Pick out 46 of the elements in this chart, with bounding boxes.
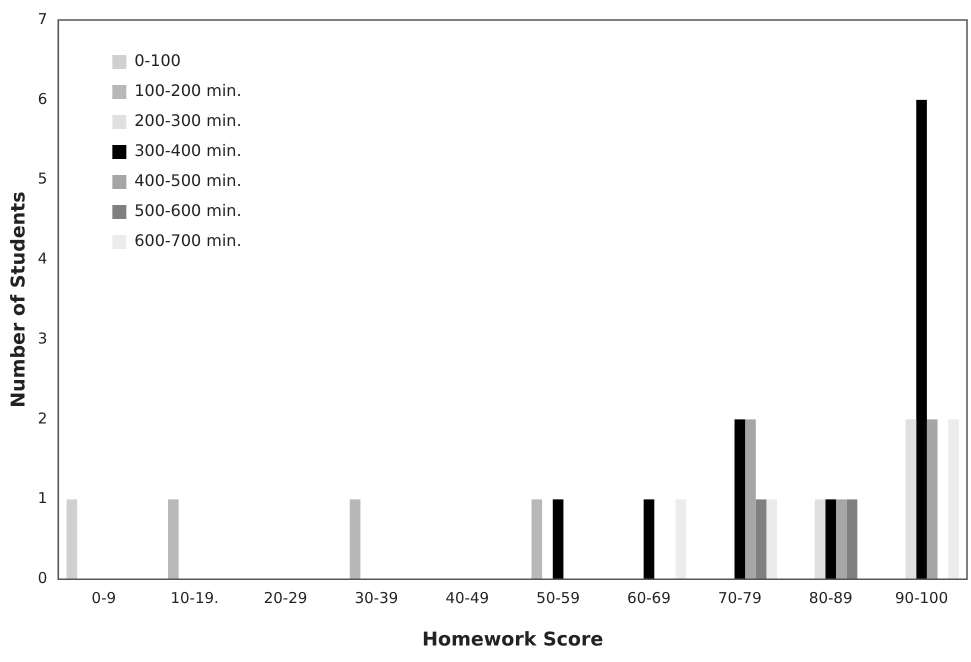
y-tick-label: 2 <box>38 409 48 428</box>
bar <box>734 419 746 580</box>
legend-label: 600-700 min. <box>134 231 242 250</box>
legend-label: 200-300 min. <box>134 111 242 130</box>
y-tick-label: 5 <box>38 170 48 188</box>
bar <box>906 419 916 580</box>
bar <box>745 419 756 580</box>
bar <box>948 419 959 580</box>
bar <box>836 499 847 580</box>
bar <box>676 499 686 580</box>
x-tick-label: 90-100 <box>894 589 948 608</box>
x-tick-label: 10-19. <box>170 589 219 608</box>
x-tick-label: 50-59 <box>536 589 580 608</box>
y-tick-label: 1 <box>38 489 48 508</box>
bar <box>825 499 836 580</box>
bar <box>644 499 654 580</box>
y-tick-label: 4 <box>38 250 48 268</box>
bar <box>846 499 858 580</box>
bar <box>916 100 927 580</box>
bar <box>168 499 179 580</box>
x-tick-label: 80-89 <box>808 589 852 608</box>
legend-label: 0-100 <box>134 51 181 70</box>
legend-label: 300-400 min. <box>134 141 242 160</box>
y-tick-label: 6 <box>38 90 48 108</box>
y-tick-label: 7 <box>38 10 48 28</box>
bar <box>756 499 766 580</box>
bar <box>552 499 564 580</box>
bar <box>66 499 78 580</box>
y-axis-title: Number of Students <box>7 191 30 408</box>
legend-label: 400-500 min. <box>134 171 242 190</box>
x-tick-label: 70-79 <box>718 589 762 608</box>
legend-label: 500-600 min. <box>134 201 242 220</box>
y-tick-label: 3 <box>38 329 48 348</box>
x-tick-label: 30-39 <box>354 589 398 608</box>
bar <box>531 499 542 580</box>
x-tick-label: 60-69 <box>627 589 671 608</box>
x-tick-label: 40-49 <box>445 589 490 608</box>
bar <box>766 499 778 580</box>
bar <box>814 499 826 580</box>
x-tick-label: 0-9 <box>92 589 116 608</box>
y-tick-label: 0 <box>38 569 48 588</box>
bar <box>926 419 938 580</box>
x-axis-title: Homework Score <box>422 628 604 651</box>
x-tick-label: 20-29 <box>264 589 308 608</box>
bar <box>350 499 360 580</box>
legend-label: 100-200 min. <box>134 81 242 100</box>
